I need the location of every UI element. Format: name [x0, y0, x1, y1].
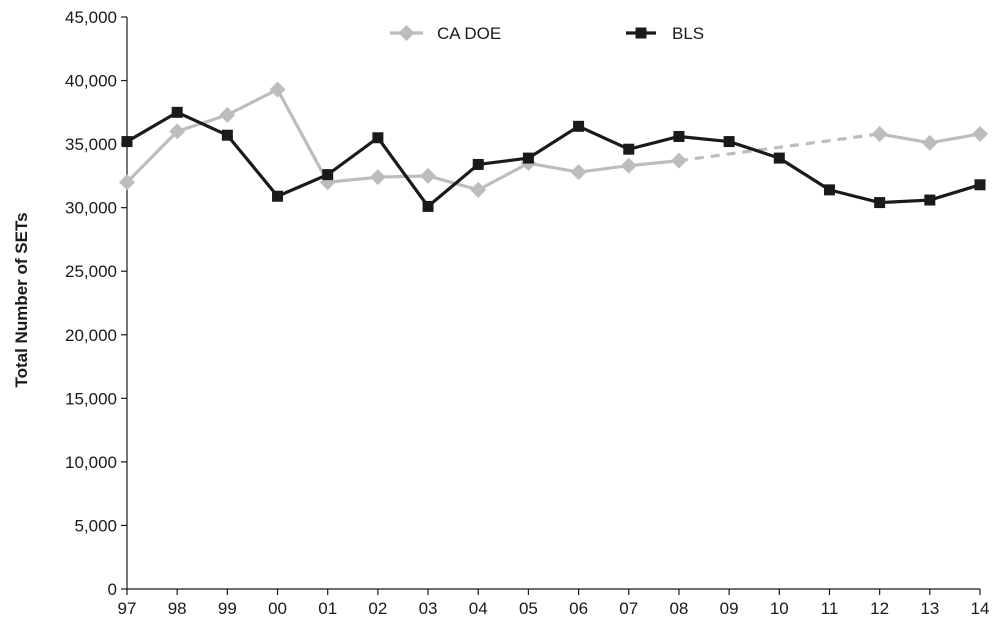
series-group — [119, 81, 988, 212]
data-point — [369, 169, 386, 186]
data-point — [121, 136, 133, 148]
data-point — [422, 200, 434, 212]
data-point — [921, 134, 938, 151]
x-axis-ticks: 97 98 99 00 01 02 03 04 05 06 07 08 09 10 11 12 13 14 — [118, 589, 990, 618]
x-tick-label: 02 — [368, 599, 387, 618]
x-tick-label: 13 — [920, 599, 939, 618]
data-point — [871, 125, 888, 142]
x-tick-label: 98 — [168, 599, 187, 618]
x-tick-label: 97 — [118, 599, 137, 618]
y-tick-label: 25,000 — [65, 262, 117, 281]
data-point — [470, 181, 487, 198]
legend-marker — [398, 25, 415, 41]
data-point — [972, 125, 988, 142]
x-tick-label: 14 — [971, 599, 990, 618]
series-gap-line — [678, 132, 880, 163]
data-point — [221, 129, 233, 141]
y-tick-label: 5,000 — [74, 516, 117, 535]
y-tick-label: 45,000 — [65, 8, 117, 27]
x-tick-label: 07 — [619, 599, 638, 618]
data-point — [570, 164, 587, 181]
data-point — [169, 123, 186, 140]
x-tick-label: 09 — [720, 599, 739, 618]
legend-marker — [635, 27, 647, 39]
x-tick-label: 04 — [469, 599, 488, 618]
y-axis-title: Total Number of SETs — [12, 212, 31, 387]
y-tick-label: 35,000 — [65, 135, 117, 154]
y-tick-label: 0 — [108, 580, 117, 599]
x-tick-label: 10 — [770, 599, 789, 618]
x-tick-label: 03 — [419, 599, 438, 618]
data-point — [670, 152, 687, 169]
data-point — [269, 81, 286, 98]
data-point — [924, 194, 936, 206]
y-tick-label: 10,000 — [65, 453, 117, 472]
x-tick-label: 08 — [669, 599, 688, 618]
x-tick-label: 01 — [318, 599, 337, 618]
y-tick-label: 20,000 — [65, 326, 117, 345]
data-point — [372, 132, 384, 144]
data-point — [119, 174, 135, 191]
legend: CA DOE BLS — [390, 24, 704, 43]
legend-label: BLS — [672, 24, 704, 43]
data-point — [171, 106, 183, 118]
y-tick-label: 30,000 — [65, 199, 117, 218]
x-tick-label: 12 — [870, 599, 889, 618]
data-point — [472, 158, 484, 170]
data-point — [272, 190, 284, 202]
y-axis-ticks: 0 5,000 10,000 15,000 20,000 25,000 30,000 35,0… — [65, 8, 127, 599]
data-point — [823, 184, 835, 196]
data-point — [974, 179, 986, 191]
series-ca-doe — [119, 81, 988, 198]
data-point — [723, 136, 735, 148]
axes — [126, 17, 980, 590]
data-point — [420, 167, 437, 184]
x-tick-label: 06 — [569, 599, 588, 618]
legend-label: CA DOE — [437, 24, 501, 43]
y-tick-label: 40,000 — [65, 72, 117, 91]
x-tick-label: 05 — [519, 599, 538, 618]
x-tick-label: 11 — [821, 599, 839, 618]
data-point — [623, 143, 635, 155]
data-point — [874, 197, 886, 209]
data-point — [522, 152, 534, 164]
x-tick-label: 99 — [218, 599, 237, 618]
data-point — [219, 106, 236, 123]
series-line — [126, 110, 981, 208]
data-point — [322, 169, 334, 181]
data-point — [773, 152, 785, 164]
data-point — [620, 157, 637, 174]
series-line — [125, 87, 680, 192]
x-tick-label: 00 — [268, 599, 287, 618]
data-point — [573, 120, 585, 132]
y-tick-label: 15,000 — [65, 389, 117, 408]
data-point — [673, 130, 685, 142]
series-bls — [121, 106, 986, 212]
